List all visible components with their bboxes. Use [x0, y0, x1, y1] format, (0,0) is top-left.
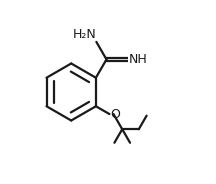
Text: NH: NH — [129, 53, 147, 66]
Text: O: O — [110, 108, 120, 121]
Text: H₂N: H₂N — [73, 28, 96, 41]
